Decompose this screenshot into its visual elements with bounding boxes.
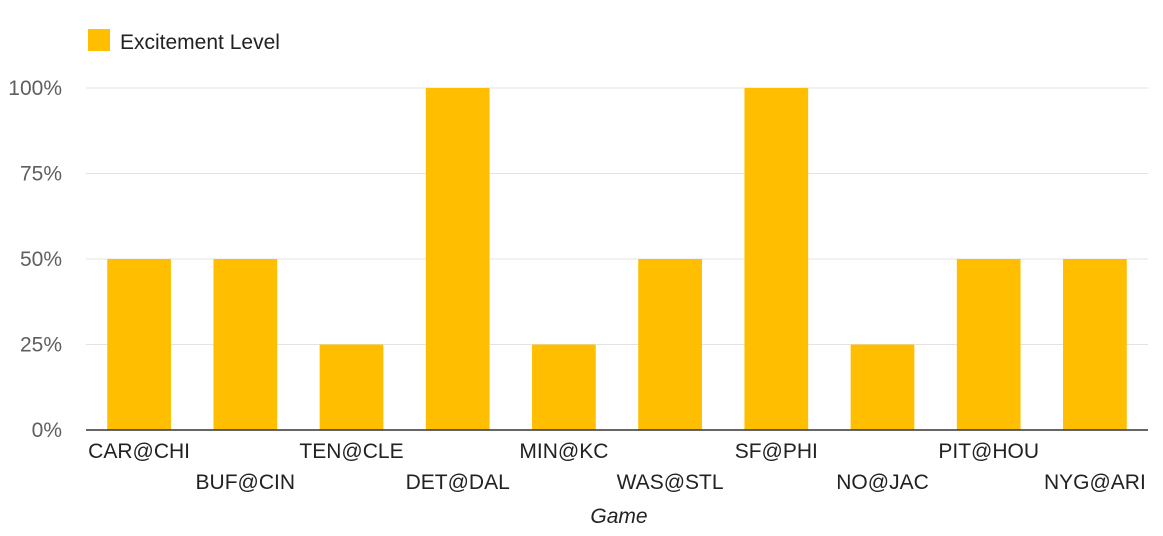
- bar-sf-at-phi[interactable]: [744, 88, 809, 430]
- x-tick-label: MIN@KC: [519, 440, 608, 463]
- bars: [107, 88, 1127, 430]
- x-tick-label: NO@JAC: [836, 471, 929, 494]
- y-tick-label: 50%: [20, 248, 62, 271]
- x-tick-label: NYG@ARI: [1044, 471, 1146, 494]
- x-tick-label: DET@DAL: [406, 471, 510, 494]
- x-tick-label: BUF@CIN: [196, 471, 295, 494]
- bar-det-at-dal[interactable]: [425, 88, 490, 430]
- y-tick-label: 0%: [32, 419, 62, 442]
- bar-car-at-chi[interactable]: [107, 259, 171, 430]
- x-axis-title: Game: [590, 505, 647, 528]
- y-axis-tick-labels: 0% 25% 50% 75% 100%: [8, 77, 62, 442]
- x-tick-label: SF@PHI: [735, 440, 818, 463]
- bar-buf-at-cin[interactable]: [213, 259, 278, 430]
- bar-was-at-stl[interactable]: [638, 259, 702, 430]
- x-tick-label: CAR@CHI: [88, 440, 190, 463]
- x-tick-label: TEN@CLE: [299, 440, 403, 463]
- y-tick-label: 100%: [8, 77, 62, 100]
- bar-min-at-kc[interactable]: [532, 344, 596, 431]
- bar-nyg-at-ari[interactable]: [1063, 259, 1127, 430]
- bar-pit-at-hou[interactable]: [956, 259, 1021, 430]
- x-tick-label: PIT@HOU: [938, 440, 1039, 463]
- x-tick-label: WAS@STL: [617, 471, 724, 494]
- legend-swatch: [88, 29, 110, 51]
- bar-no-at-jac[interactable]: [850, 344, 915, 431]
- legend-label: Excitement Level: [120, 31, 280, 54]
- legend: Excitement Level: [88, 29, 280, 54]
- bar-ten-at-cle[interactable]: [319, 344, 384, 431]
- y-tick-label: 25%: [20, 334, 62, 357]
- y-tick-label: 75%: [20, 163, 62, 186]
